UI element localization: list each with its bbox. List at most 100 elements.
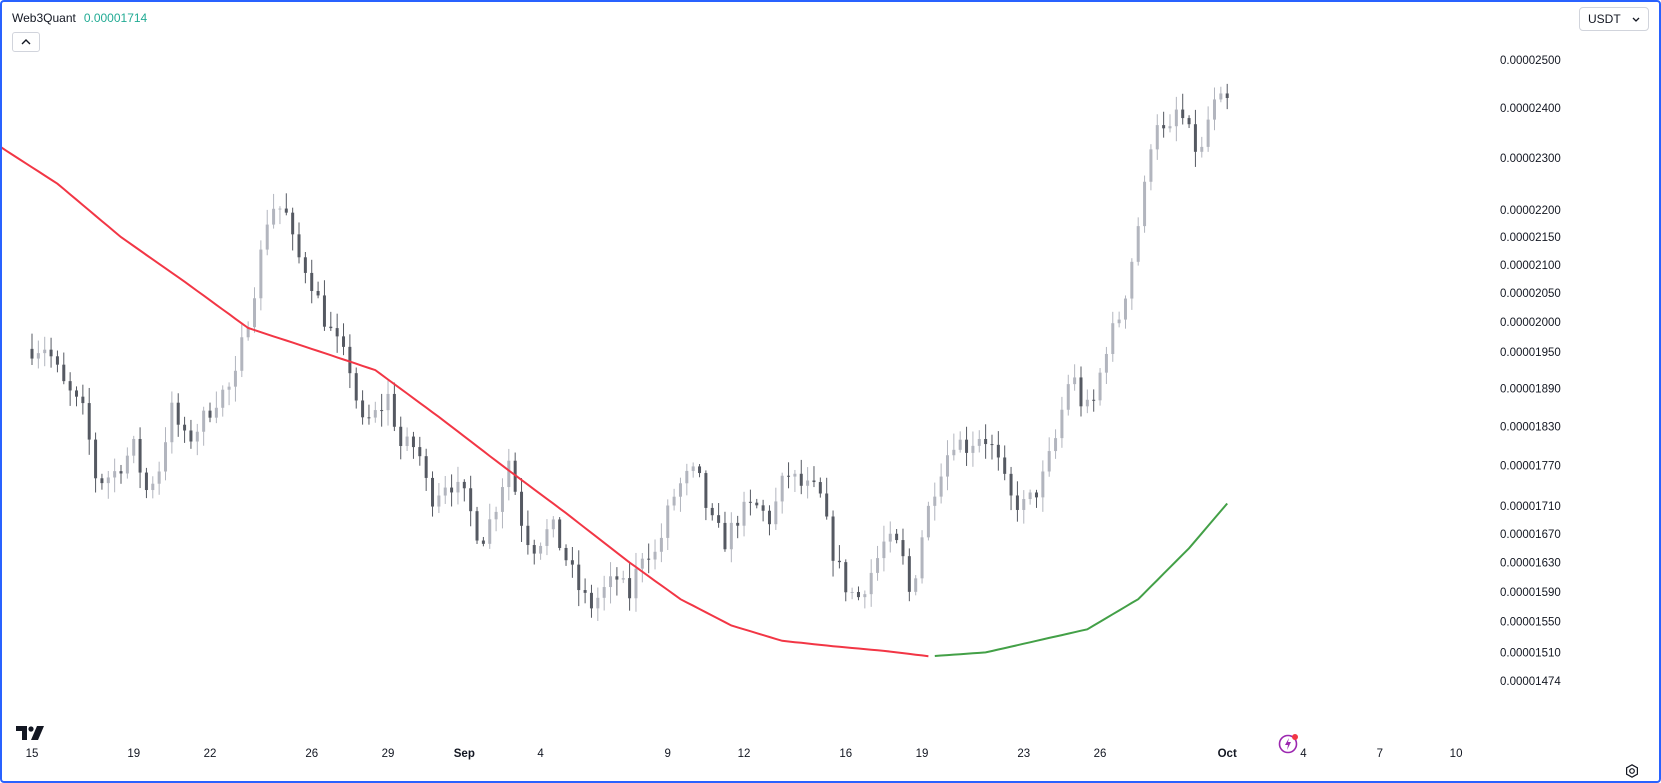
candle	[634, 552, 638, 612]
candle	[825, 477, 829, 520]
time-tick-label: 12	[738, 748, 751, 760]
candle	[602, 575, 606, 611]
candle	[736, 515, 740, 539]
gear-icon[interactable]	[1625, 764, 1639, 778]
candle	[939, 463, 943, 504]
candle	[221, 385, 225, 417]
candle	[1054, 429, 1058, 459]
candle	[1060, 396, 1064, 448]
candle	[698, 464, 702, 478]
candle	[342, 323, 346, 356]
collapse-legend-button[interactable]	[12, 32, 40, 52]
candle	[183, 416, 187, 443]
currency-label: USDT	[1588, 12, 1621, 26]
price-tick-label: 0.00001590	[1500, 587, 1561, 599]
candle	[958, 431, 962, 453]
time-tick-label: 29	[382, 748, 395, 760]
candle	[666, 499, 670, 551]
time-tick-label: Sep	[454, 748, 475, 760]
time-tick-label: 26	[305, 748, 318, 760]
candle	[132, 435, 136, 464]
candle	[125, 447, 129, 479]
candle	[494, 506, 498, 532]
candle	[609, 562, 613, 604]
candle	[106, 470, 110, 499]
lightning-icon[interactable]	[1278, 732, 1300, 754]
candle	[75, 386, 79, 407]
price-tick-label: 0.00002050	[1500, 288, 1561, 300]
candle	[62, 352, 66, 385]
candle	[1168, 114, 1172, 133]
candle	[526, 510, 530, 555]
candle	[520, 478, 524, 542]
candle	[799, 459, 803, 495]
candle	[138, 427, 142, 489]
candle	[583, 578, 587, 604]
candle	[1174, 96, 1178, 142]
time-tick-label: 26	[1094, 748, 1107, 760]
candle	[1193, 109, 1197, 167]
candle	[1155, 114, 1159, 160]
candle	[621, 570, 625, 584]
candle	[856, 586, 860, 601]
candle	[818, 477, 822, 498]
time-tick-label: 19	[127, 748, 140, 760]
candle	[144, 467, 148, 499]
candle	[926, 501, 930, 541]
candle	[119, 464, 123, 484]
price-tick-label: 0.00001474	[1500, 676, 1561, 688]
candle	[176, 393, 180, 437]
candle	[564, 544, 568, 566]
candle	[43, 336, 47, 367]
candle	[1212, 87, 1216, 131]
candle	[914, 575, 918, 596]
candle	[1149, 144, 1153, 191]
currency-select[interactable]: USDT	[1579, 7, 1649, 31]
candle	[55, 350, 59, 373]
candle	[475, 506, 479, 545]
time-tick-label: 4	[537, 748, 544, 760]
candle	[787, 462, 791, 489]
candle	[1187, 115, 1191, 129]
candle	[367, 404, 371, 425]
candle	[1111, 311, 1115, 362]
candle	[462, 479, 466, 502]
candle	[94, 432, 98, 493]
candle	[539, 542, 543, 560]
price-tick-label: 0.00002400	[1500, 103, 1561, 115]
price-tick-label: 0.00001550	[1500, 617, 1561, 629]
tradingview-logo-icon[interactable]	[16, 726, 46, 742]
candle	[984, 424, 988, 459]
candle	[767, 505, 771, 536]
time-tick-label: 15	[26, 748, 39, 760]
candle	[742, 491, 746, 537]
candle	[1092, 389, 1096, 412]
candle	[844, 559, 848, 602]
candle	[704, 470, 708, 521]
candle	[672, 488, 676, 511]
candle	[850, 587, 854, 600]
candle	[354, 367, 358, 409]
candle	[793, 469, 797, 493]
candle	[990, 434, 994, 460]
candle	[888, 521, 892, 553]
candles	[30, 83, 1229, 621]
candle	[335, 313, 339, 353]
candle	[151, 476, 155, 499]
candle	[653, 539, 657, 570]
candle	[901, 528, 905, 565]
candle	[380, 393, 384, 427]
candle	[895, 528, 899, 544]
candle	[710, 503, 714, 521]
candle	[386, 379, 390, 426]
candle	[507, 448, 511, 501]
candle	[1143, 175, 1147, 233]
candle	[411, 431, 415, 459]
candle	[36, 340, 40, 369]
candle	[278, 206, 282, 225]
candle	[589, 584, 593, 618]
symbol-name: Web3Quant	[12, 11, 76, 25]
candle	[729, 512, 733, 563]
candle	[392, 382, 396, 432]
